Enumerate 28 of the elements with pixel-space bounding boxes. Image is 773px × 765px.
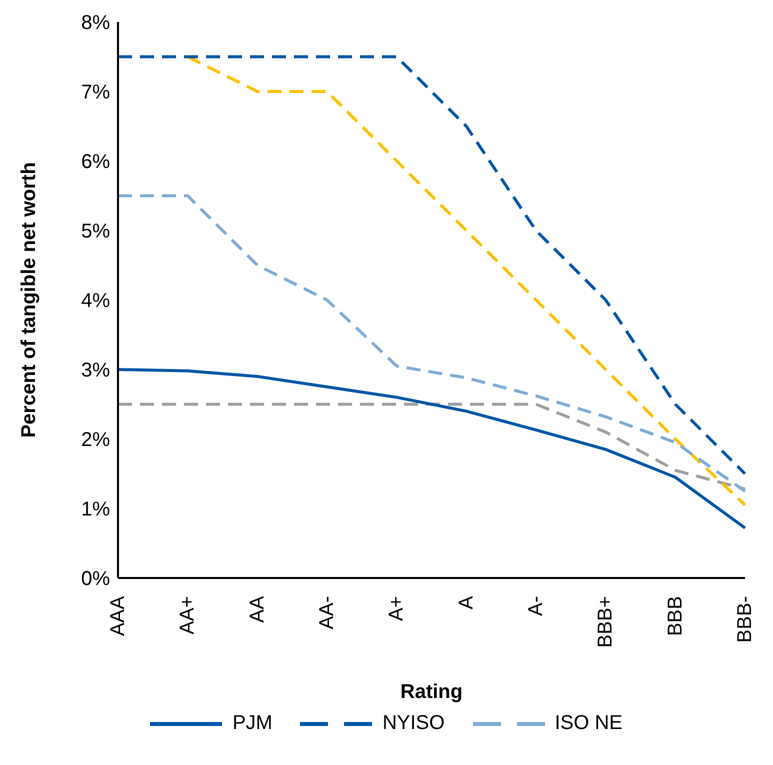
line-series [116, 55, 746, 476]
x-tick-label: A- [525, 596, 547, 616]
y-tick-label: 8% [81, 12, 110, 34]
x-tick-label: AA- [316, 596, 338, 630]
y-tick-label: 4% [81, 290, 110, 312]
x-tick-label: BBB [664, 596, 686, 636]
line-series [116, 402, 746, 491]
legend-label: ISO NE [554, 712, 623, 735]
y-tick-label: 0% [81, 568, 110, 590]
y-axis-title: Percent of tangible net worth [18, 162, 40, 438]
x-tick-label: BBB+ [594, 596, 617, 648]
x-tick-label: A+ [386, 596, 408, 622]
legend-label: PJM [232, 712, 272, 735]
y-tick-label: 3% [81, 360, 110, 382]
line-series [116, 194, 746, 493]
y-tick-label: 2% [81, 429, 110, 452]
x-axis-title: Rating [400, 681, 463, 703]
y-tick-label: 1% [81, 498, 110, 521]
y-tick-label: 6% [81, 151, 110, 174]
x-tick-label: AA [246, 595, 268, 623]
x-tick-label: BBB- [734, 596, 756, 643]
x-tick-label: A [455, 595, 478, 610]
x-tick-label: AA+ [176, 596, 199, 634]
y-tick-label: 7% [81, 82, 110, 104]
line-series [116, 368, 746, 530]
y-tick-label: 5% [81, 220, 110, 243]
legend-label: NYISO [382, 712, 445, 735]
x-tick-label: AAA [107, 595, 129, 636]
